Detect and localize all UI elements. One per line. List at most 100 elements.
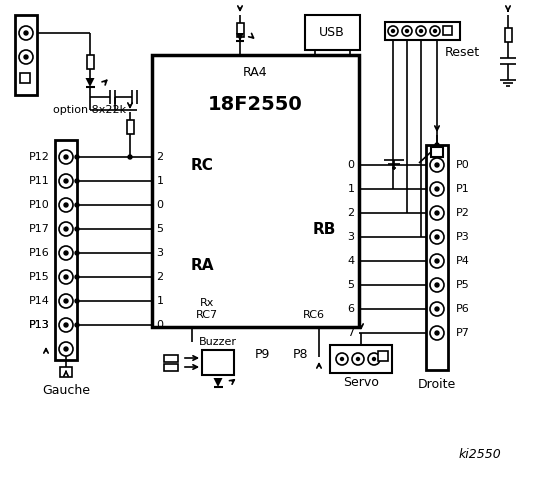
Text: 1: 1 <box>156 176 164 186</box>
Text: P16: P16 <box>29 248 50 258</box>
Bar <box>426 145 448 370</box>
Text: P4: P4 <box>456 256 470 266</box>
Circle shape <box>75 251 79 255</box>
Circle shape <box>435 143 439 147</box>
Text: ki2550: ki2550 <box>458 448 502 461</box>
Text: P10: P10 <box>29 200 50 210</box>
Text: P13: P13 <box>29 320 50 330</box>
Text: P13: P13 <box>29 320 50 330</box>
Circle shape <box>64 155 68 159</box>
Circle shape <box>64 323 68 327</box>
Text: 18F2550: 18F2550 <box>208 96 303 115</box>
Circle shape <box>420 29 422 33</box>
Circle shape <box>64 251 68 255</box>
Text: 3: 3 <box>347 232 354 242</box>
Text: Buzzer: Buzzer <box>199 337 237 347</box>
Text: 2: 2 <box>156 272 164 282</box>
Polygon shape <box>213 378 222 387</box>
Text: Gauche: Gauche <box>42 384 90 396</box>
Circle shape <box>75 299 79 303</box>
Circle shape <box>435 235 439 239</box>
Text: RA: RA <box>190 257 214 273</box>
Bar <box>237 23 243 37</box>
Circle shape <box>373 358 375 360</box>
Circle shape <box>24 55 28 59</box>
Text: Servo: Servo <box>343 376 379 389</box>
Circle shape <box>75 203 79 207</box>
Bar <box>305 15 360 50</box>
Text: P11: P11 <box>29 176 50 186</box>
Bar <box>504 28 512 42</box>
Text: P12: P12 <box>29 152 50 162</box>
Text: 0: 0 <box>347 160 354 170</box>
Text: USB: USB <box>319 25 345 38</box>
Circle shape <box>405 29 409 33</box>
Circle shape <box>64 179 68 183</box>
Text: 0: 0 <box>156 200 164 210</box>
Circle shape <box>75 155 79 159</box>
Circle shape <box>435 283 439 287</box>
Bar <box>127 120 133 134</box>
Circle shape <box>64 227 68 231</box>
Text: option 8x22k: option 8x22k <box>54 105 127 115</box>
Text: 7: 7 <box>347 328 354 338</box>
Circle shape <box>434 29 436 33</box>
Circle shape <box>435 331 439 335</box>
Text: 2: 2 <box>347 208 354 218</box>
Bar <box>60 367 72 377</box>
Text: 3: 3 <box>156 248 164 258</box>
Bar <box>378 351 388 361</box>
Text: RA4: RA4 <box>243 67 268 80</box>
Circle shape <box>435 211 439 215</box>
Circle shape <box>435 307 439 311</box>
Circle shape <box>435 259 439 263</box>
Circle shape <box>64 299 68 303</box>
Bar <box>152 55 359 327</box>
Text: P7: P7 <box>456 328 470 338</box>
Circle shape <box>435 187 439 191</box>
Text: P0: P0 <box>456 160 469 170</box>
Bar <box>431 147 443 157</box>
Text: Reset: Reset <box>445 46 480 59</box>
Circle shape <box>341 358 343 360</box>
Bar <box>385 22 460 40</box>
Text: 1: 1 <box>156 296 164 306</box>
Text: P14: P14 <box>29 296 50 306</box>
Text: 6: 6 <box>347 304 354 314</box>
Circle shape <box>435 163 439 167</box>
Bar <box>20 73 30 83</box>
Circle shape <box>75 227 79 231</box>
Bar <box>86 55 93 69</box>
Text: P5: P5 <box>456 280 469 290</box>
Circle shape <box>64 275 68 279</box>
Circle shape <box>75 323 79 327</box>
Text: P1: P1 <box>456 184 469 194</box>
Text: P15: P15 <box>29 272 50 282</box>
Circle shape <box>75 275 79 279</box>
Text: Rx: Rx <box>200 298 214 308</box>
Text: 0: 0 <box>156 320 164 330</box>
Bar <box>202 350 234 375</box>
Text: 5: 5 <box>156 224 164 234</box>
Text: 4: 4 <box>347 256 354 266</box>
Text: P3: P3 <box>456 232 469 242</box>
Text: RC6: RC6 <box>303 310 325 320</box>
Text: RB: RB <box>312 223 336 238</box>
Polygon shape <box>86 78 95 87</box>
Bar <box>443 26 452 35</box>
Circle shape <box>64 347 68 351</box>
Circle shape <box>128 155 132 159</box>
Text: P8: P8 <box>292 348 308 361</box>
Text: Droite: Droite <box>418 379 456 392</box>
Circle shape <box>357 358 359 360</box>
Circle shape <box>392 29 394 33</box>
Bar <box>164 364 178 371</box>
Bar <box>330 345 392 373</box>
Text: 5: 5 <box>347 280 354 290</box>
Text: RC7: RC7 <box>196 310 218 320</box>
Circle shape <box>75 179 79 183</box>
Text: P9: P9 <box>254 348 270 361</box>
Bar <box>15 15 37 95</box>
Text: 2: 2 <box>156 152 164 162</box>
Bar <box>55 140 77 360</box>
